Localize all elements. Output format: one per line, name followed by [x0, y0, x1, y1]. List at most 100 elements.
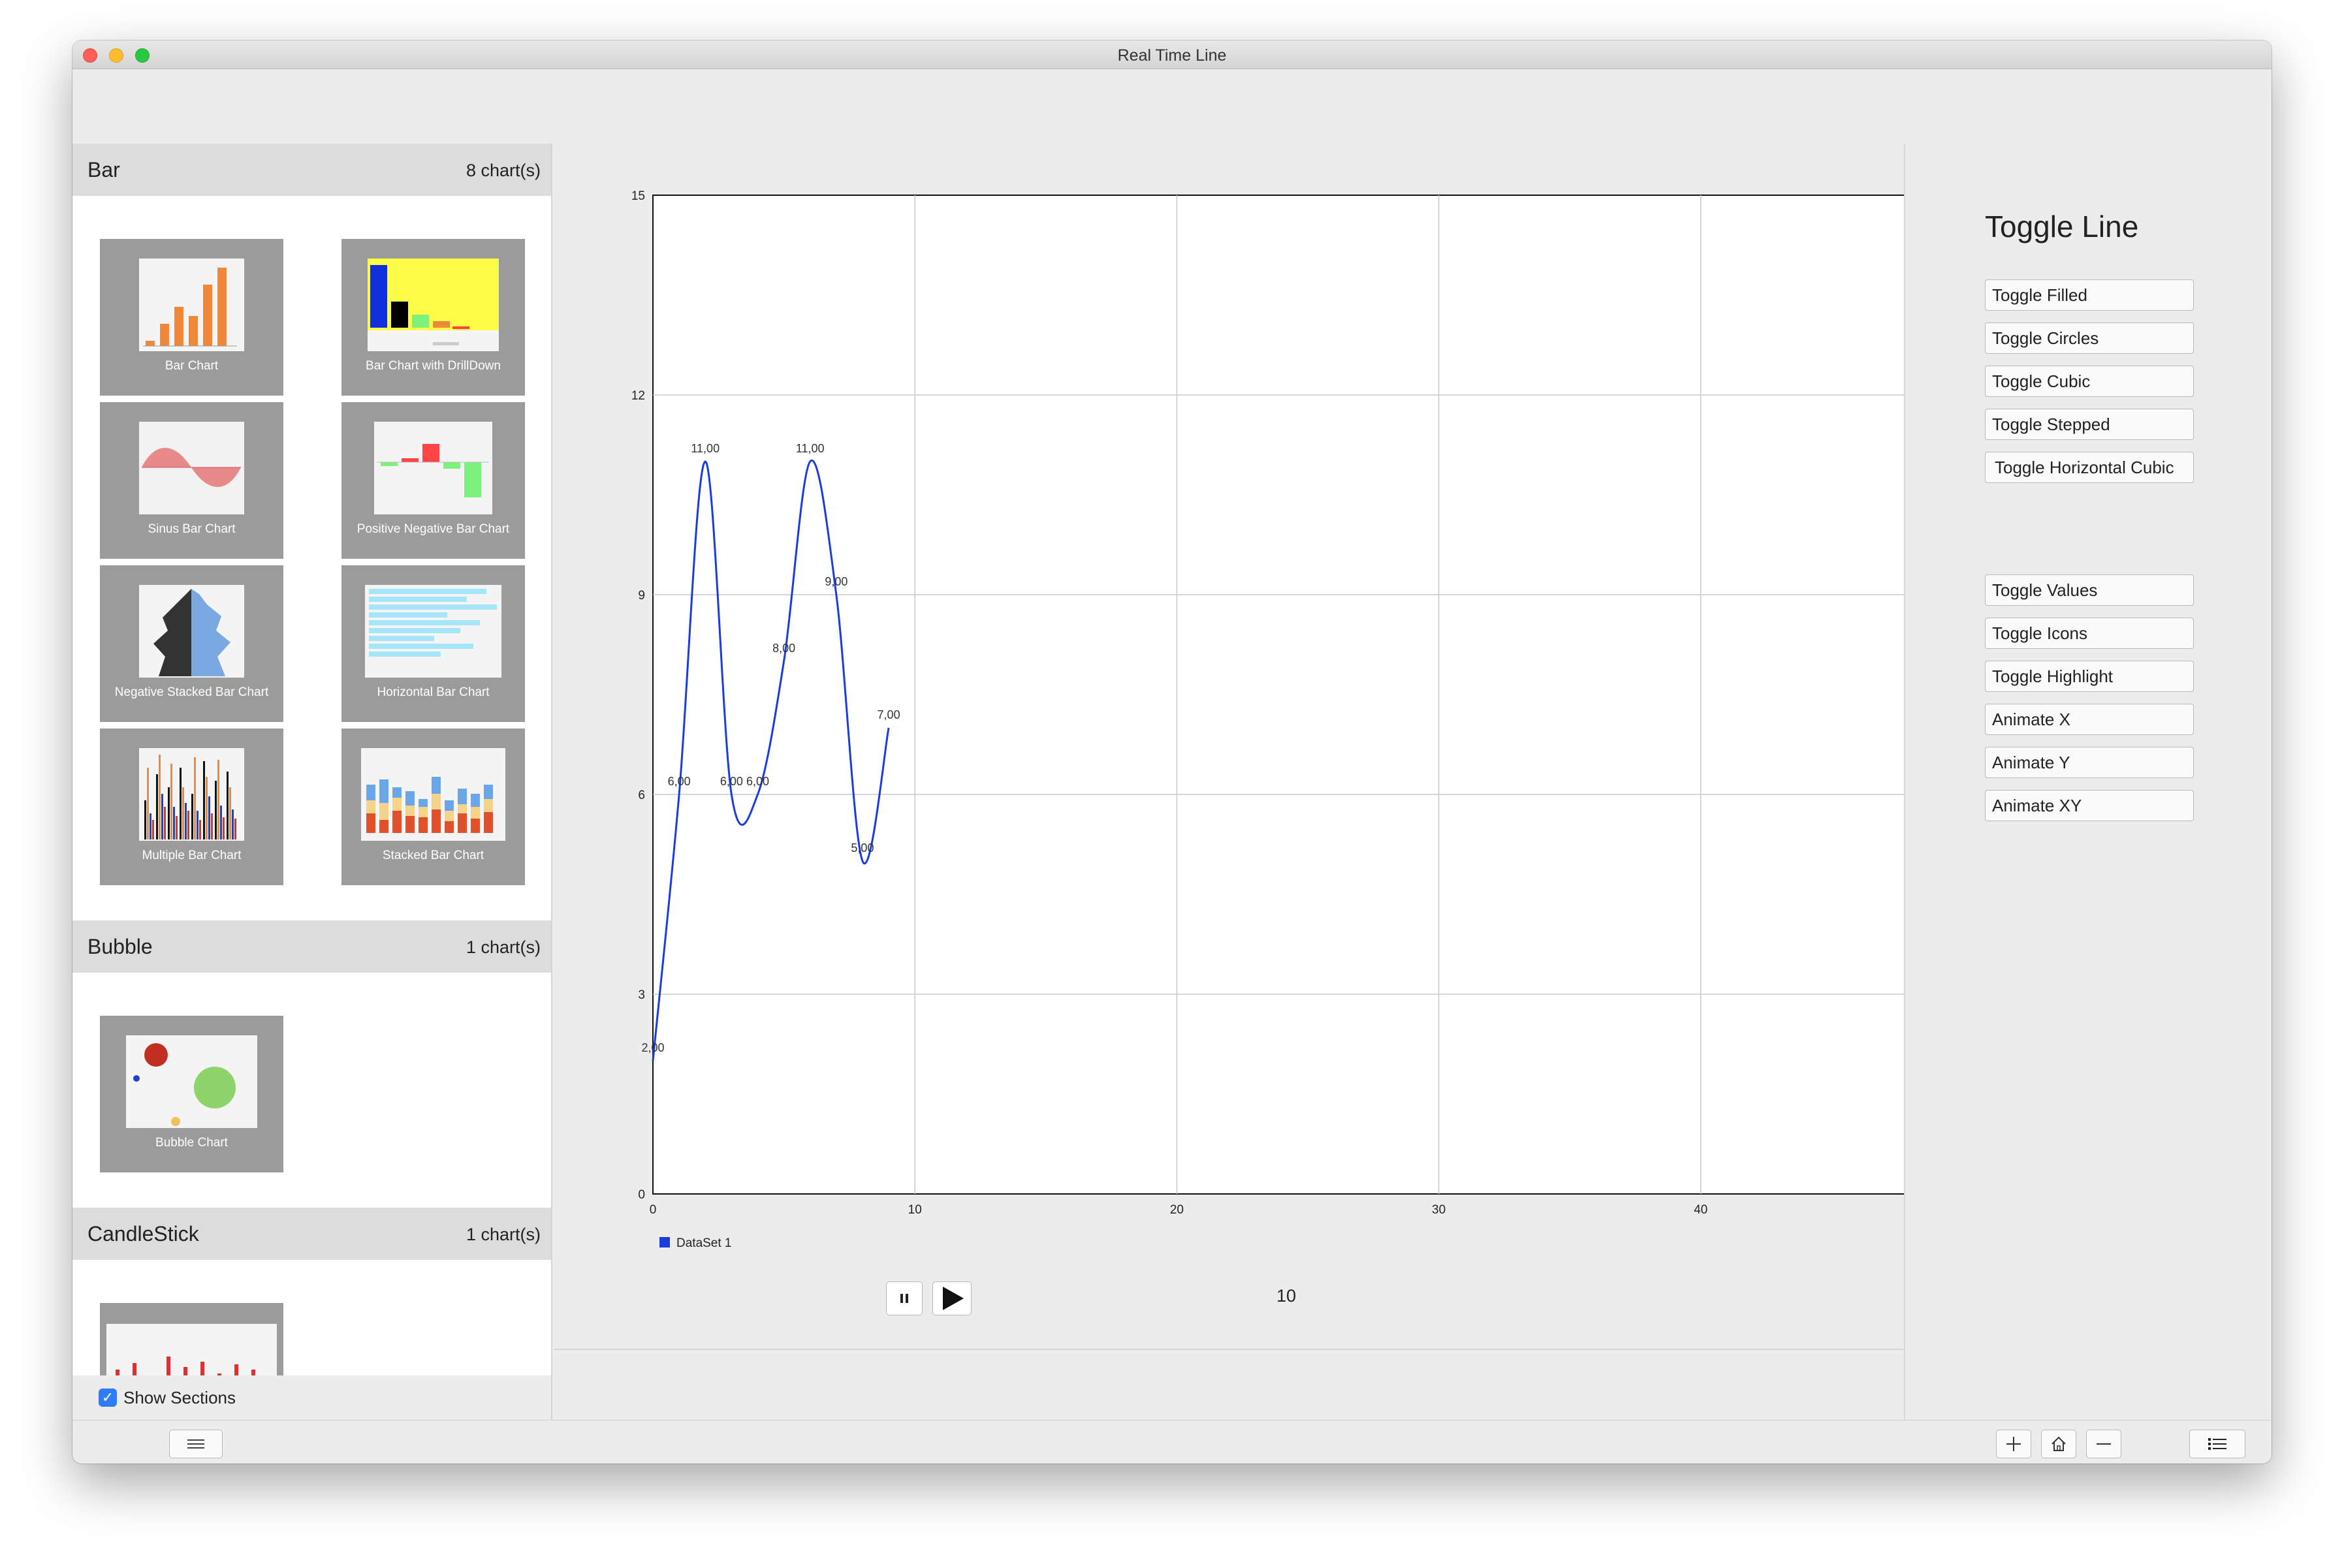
window-title: Real Time Line	[72, 46, 2272, 65]
y-tick-label: 0	[638, 1188, 645, 1202]
toggle-horizontal-cubic-button[interactable]: Toggle Horizontal Cubic	[1985, 452, 2194, 483]
play-button[interactable]	[932, 1281, 972, 1315]
data-value-label: 6,00	[720, 775, 743, 788]
x-tick-label: 30	[1432, 1203, 1446, 1217]
toggle-values-button[interactable]: Toggle Values	[1985, 574, 2194, 606]
zoom-out-icon	[2095, 1435, 2112, 1452]
toggle-circles-button[interactable]: Toggle Circles	[1985, 322, 2194, 354]
section-count: 1 chart(s)	[466, 937, 541, 958]
sidebar-toggle-icon	[186, 1437, 206, 1450]
posneg-chart-preview	[374, 422, 492, 514]
toggle-cubic-button[interactable]: Toggle Cubic	[1985, 366, 2194, 397]
plot-area	[653, 195, 1904, 1194]
toggle-stepped-button[interactable]: Toggle Stepped	[1985, 409, 2194, 440]
animate-xy-button[interactable]: Animate XY	[1985, 790, 2194, 821]
section-count: 8 chart(s)	[466, 161, 541, 181]
x-tick-label: 20	[1170, 1203, 1184, 1217]
data-value-label: 7,00	[878, 708, 900, 721]
thumb-label: Bar Chart	[100, 359, 283, 373]
x-tick-label: 40	[1694, 1203, 1707, 1217]
x-tick-label: 0	[650, 1203, 657, 1217]
thumb-bar-chart[interactable]: Bar Chart	[100, 239, 283, 396]
counter-value: 10	[1276, 1286, 1296, 1306]
thumb-positive-negative-bar-chart[interactable]: Positive Negative Bar Chart	[341, 402, 525, 559]
section-title: CandleStick	[87, 1222, 199, 1246]
animate-y-button[interactable]: Animate Y	[1985, 747, 2194, 778]
titlebar: Real Time Line	[72, 40, 2272, 69]
data-value-label: 11,00	[796, 442, 825, 455]
pause-button[interactable]	[886, 1281, 923, 1315]
bar-chart-preview	[139, 259, 244, 351]
x-tick-label: 10	[908, 1203, 922, 1217]
legend-label: DataSet 1	[676, 1236, 732, 1250]
data-value-label: 11,00	[691, 442, 720, 455]
thumb-multiple-bar-chart[interactable]: Multiple Bar Chart	[100, 729, 283, 885]
y-tick-label: 12	[631, 389, 645, 403]
list-icon	[2207, 1436, 2228, 1452]
sidebar-toggle-button[interactable]	[169, 1430, 223, 1458]
section-header-bubble[interactable]: Bubble 1 chart(s)	[72, 920, 552, 973]
show-sections-label: Show Sections	[123, 1388, 236, 1408]
data-value-label: 2,00	[641, 1041, 664, 1054]
animate-x-button[interactable]: Animate X	[1985, 704, 2194, 735]
thumb-horizontal-bar-chart[interactable]: Horizontal Bar Chart	[341, 565, 525, 722]
thumb-label: Bubble Chart	[100, 1136, 283, 1150]
y-tick-label: 6	[638, 789, 645, 802]
legend-swatch	[659, 1237, 670, 1247]
zoom-out-button[interactable]	[2086, 1430, 2121, 1458]
toggle-icons-button[interactable]: Toggle Icons	[1985, 618, 2194, 649]
drilldown-chart-preview	[368, 259, 499, 351]
section-header-bar[interactable]: Bar 8 chart(s)	[72, 144, 552, 196]
thumb-label: Positive Negative Bar Chart	[341, 522, 525, 537]
sinus-chart-preview	[139, 422, 244, 514]
thumb-label: Bar Chart with DrillDown	[341, 359, 525, 373]
thumb-label: Sinus Bar Chart	[100, 522, 283, 537]
multiple-chart-preview	[139, 748, 244, 841]
y-tick-label: 3	[638, 988, 645, 1002]
thumb-label: Horizontal Bar Chart	[341, 685, 525, 700]
data-value-label: 6,00	[746, 775, 769, 788]
toolbar-area	[72, 69, 2272, 144]
app-window: Real Time Line Bar 8 chart(s) Bar Chart	[72, 40, 2272, 1464]
thumb-label: Stacked Bar Chart	[341, 849, 525, 863]
show-sections-bar: ✓ Show Sections	[72, 1375, 552, 1420]
thumb-bar-chart-drilldown[interactable]: Bar Chart with DrillDown	[341, 239, 525, 396]
options-panel: Toggle Line Toggle Filled Toggle Circles…	[1905, 144, 2272, 1420]
thumb-negative-stacked-bar-chart[interactable]: Negative Stacked Bar Chart	[100, 565, 283, 722]
zoom-in-button[interactable]	[1996, 1430, 2031, 1458]
stacked-chart-preview	[361, 748, 505, 841]
thumb-bubble-chart[interactable]: Bubble Chart	[100, 1016, 283, 1172]
bubble-chart-preview	[126, 1035, 257, 1128]
show-sections-checkbox[interactable]: ✓	[99, 1388, 117, 1407]
bottom-bar	[72, 1420, 2272, 1464]
chart-sidebar: Bar 8 chart(s) Bar Chart	[72, 144, 552, 1420]
play-icon	[939, 1285, 965, 1311]
thumb-label: Multiple Bar Chart	[100, 849, 283, 863]
home-button[interactable]	[2041, 1430, 2076, 1458]
toggle-filled-button[interactable]: Toggle Filled	[1985, 279, 2194, 311]
thumb-stacked-bar-chart[interactable]: Stacked Bar Chart	[341, 729, 525, 885]
y-tick-label: 15	[631, 189, 645, 203]
section-count: 1 chart(s)	[466, 1225, 541, 1245]
data-value-label: 9,00	[825, 575, 847, 588]
data-value-label: 6,00	[668, 775, 691, 788]
line-chart[interactable]: 01020304050036912152,006,0011,006,006,00…	[554, 144, 1904, 1311]
zoom-in-icon	[2005, 1435, 2022, 1452]
section-header-candlestick[interactable]: CandleStick 1 chart(s)	[72, 1208, 552, 1260]
data-value-label: 5,00	[851, 841, 874, 855]
data-value-label: 8,00	[772, 642, 795, 655]
thumb-sinus-bar-chart[interactable]: Sinus Bar Chart	[100, 402, 283, 559]
section-title: Bar	[87, 158, 120, 182]
home-icon	[2050, 1435, 2068, 1453]
toggle-highlight-button[interactable]: Toggle Highlight	[1985, 661, 2194, 692]
y-tick-label: 9	[638, 589, 645, 603]
horizontal-chart-preview	[365, 585, 501, 678]
negstacked-chart-preview	[139, 585, 244, 678]
chart-divider	[554, 1349, 1904, 1350]
panel-title: Toggle Line	[1985, 209, 2138, 244]
pause-icon	[898, 1292, 911, 1305]
section-title: Bubble	[87, 935, 153, 959]
list-button[interactable]	[2189, 1430, 2245, 1458]
chart-area: 01020304050036912152,006,0011,006,006,00…	[554, 144, 1904, 1311]
thumb-label: Negative Stacked Bar Chart	[100, 685, 283, 700]
